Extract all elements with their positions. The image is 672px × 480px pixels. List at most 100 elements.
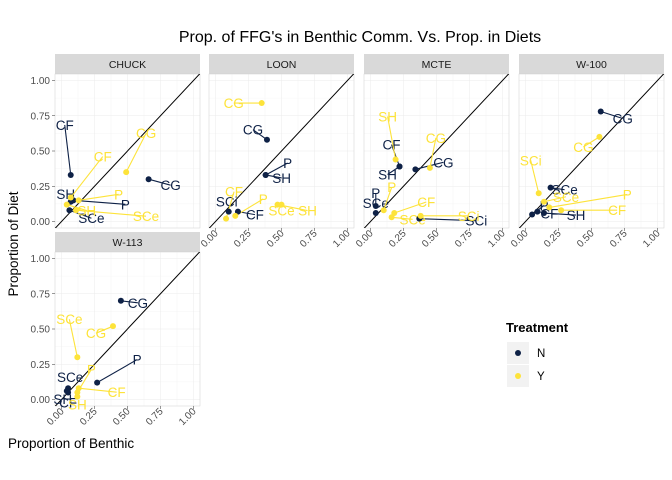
- data-point: [262, 171, 269, 178]
- y-tick-label: 0.00: [31, 395, 51, 406]
- label-connector: [78, 193, 119, 201]
- points: [63, 169, 152, 214]
- legend-entry-label: Y: [537, 371, 545, 383]
- point-label: SCe: [78, 211, 104, 226]
- facet-strip-label: W-113: [113, 237, 143, 249]
- facet-strip: [55, 232, 200, 252]
- facet-strip-label: W-100: [576, 59, 607, 71]
- label-connector: [265, 162, 288, 176]
- y-tick-label: 0.50: [31, 147, 51, 158]
- point-label: SH: [68, 398, 87, 413]
- identity-reference-line: [364, 74, 509, 228]
- label-connector: [391, 216, 413, 220]
- point-label: CF: [225, 185, 243, 200]
- y-tick-label: 0.75: [31, 111, 51, 122]
- data-point: [109, 323, 116, 330]
- point-label: CG: [243, 123, 263, 138]
- point-label: SCi: [465, 214, 487, 229]
- y-tick-label: 0.00: [31, 217, 51, 228]
- point-label: CG: [573, 140, 593, 155]
- data-point: [426, 164, 433, 171]
- x-tick-label: 0.00: [199, 228, 221, 250]
- y-tick-label: 0.50: [31, 325, 51, 336]
- panel-grid: [55, 252, 200, 406]
- data-point: [258, 100, 265, 107]
- x-tick-label: 0.75: [298, 228, 320, 250]
- data-point: [417, 212, 424, 219]
- point-label: CG: [613, 112, 633, 127]
- label-connector: [95, 325, 114, 334]
- point-label: CF: [59, 395, 77, 410]
- data-point: [372, 202, 379, 209]
- data-point: [547, 184, 554, 191]
- point-label: P: [121, 197, 130, 212]
- point-label: P: [259, 192, 268, 207]
- label-connector: [543, 212, 577, 216]
- point-label: CF: [246, 208, 264, 223]
- label-connector: [68, 319, 78, 358]
- point-label: CG: [426, 131, 446, 146]
- facet-strip: [364, 54, 509, 74]
- point-label: CG: [224, 96, 244, 111]
- x-tick-label: 1.00: [177, 406, 199, 428]
- point-label: P: [371, 186, 380, 201]
- data-point: [534, 208, 541, 215]
- point-label: SCe: [56, 312, 82, 327]
- x-tick-label: 0.25: [232, 228, 254, 250]
- x-tick-label: 0.75: [608, 228, 630, 250]
- point-label: SH: [378, 168, 397, 183]
- x-tick-label: 0.00: [354, 228, 376, 250]
- label-connector: [600, 110, 623, 120]
- data-point: [558, 207, 565, 214]
- data-point: [597, 108, 604, 115]
- facet-strip-label: MCTE: [422, 59, 452, 71]
- label-connector: [429, 137, 437, 169]
- label-connector: [583, 136, 600, 148]
- point-label: P: [114, 187, 123, 202]
- point-label: P: [387, 180, 396, 195]
- x-tick-label: 0.75: [453, 228, 475, 250]
- point-label: P: [87, 362, 96, 377]
- points: [529, 108, 604, 218]
- facet-panel: MCTE0.000.250.500.751.00CGCFSHPSCeSCiSHC…: [354, 54, 510, 250]
- data-point: [596, 133, 603, 140]
- x-tick-label: 0.00: [509, 228, 531, 250]
- point-label: CG: [160, 178, 180, 193]
- label-connector: [394, 201, 427, 214]
- x-axis-title: Proportion of Benthic: [8, 436, 134, 451]
- label-connector: [64, 124, 72, 176]
- data-point: [412, 166, 419, 173]
- data-point: [529, 211, 536, 218]
- point-label: CF: [108, 385, 126, 400]
- point-label: CF: [417, 195, 435, 210]
- facet-strip-label: LOON: [267, 59, 297, 71]
- data-point: [535, 190, 542, 197]
- label-connector: [78, 387, 117, 393]
- facet-strip: [209, 54, 354, 74]
- data-point: [67, 194, 74, 201]
- data-point: [145, 176, 152, 183]
- point-label: P: [623, 187, 632, 202]
- legend-entry-label: N: [537, 348, 545, 360]
- label-connector: [383, 187, 393, 211]
- data-point: [232, 212, 239, 219]
- point-label: SCe: [268, 204, 294, 219]
- point-label: P: [133, 353, 142, 368]
- x-tick-label: 0.50: [575, 228, 597, 250]
- legend-key-point: [515, 350, 521, 356]
- point-label: CF: [94, 150, 112, 165]
- label-connector: [543, 196, 567, 203]
- point-label: CG: [433, 155, 453, 170]
- point-label: SH: [378, 109, 397, 124]
- data-point: [75, 385, 82, 392]
- label-connector: [391, 144, 401, 167]
- facet-strip-label: CHUCK: [109, 59, 146, 71]
- data-point: [392, 156, 399, 163]
- facet-panel: CHUCK0.000.250.500.751.00CGPSHCFSCeCGPCF…: [31, 54, 201, 229]
- data-point: [380, 207, 387, 214]
- point-label: P: [540, 198, 549, 213]
- point-label: SCi: [458, 209, 480, 224]
